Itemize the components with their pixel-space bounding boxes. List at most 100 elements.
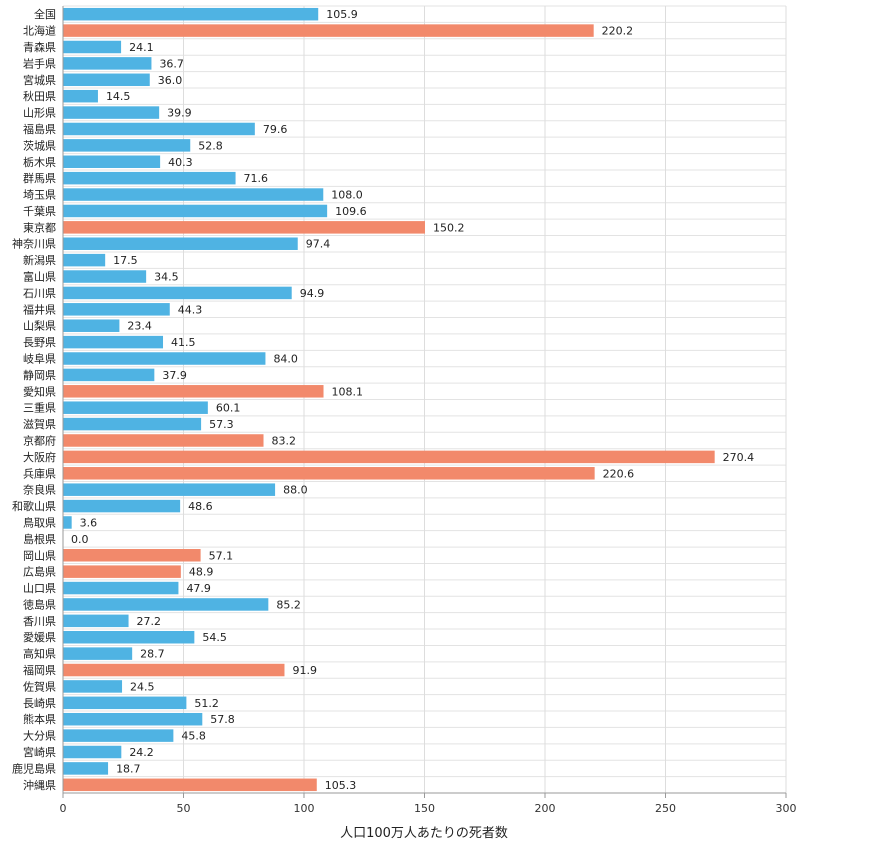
bar xyxy=(63,516,72,529)
grid-layer xyxy=(62,5,787,794)
bar xyxy=(63,221,425,234)
category-label: 三重県 xyxy=(23,401,56,415)
value-label: 0.0 xyxy=(71,533,89,546)
value-label: 41.5 xyxy=(171,336,196,349)
x-tick-label: 150 xyxy=(414,802,435,815)
bar xyxy=(63,696,187,710)
bar xyxy=(63,155,161,169)
value-label: 108.0 xyxy=(331,189,363,202)
category-label: 茨城県 xyxy=(23,138,56,152)
bar xyxy=(63,237,298,250)
category-label: 北海道 xyxy=(23,24,56,38)
bar xyxy=(63,286,292,300)
value-label: 220.6 xyxy=(603,467,635,480)
x-tick-label: 0 xyxy=(60,802,67,815)
value-label: 47.9 xyxy=(186,582,211,595)
category-label: 山口県 xyxy=(23,582,56,595)
value-label: 44.3 xyxy=(178,303,203,316)
bar xyxy=(63,352,266,365)
value-label: 37.9 xyxy=(162,369,187,382)
bar xyxy=(63,614,129,628)
value-label: 94.9 xyxy=(300,287,325,300)
value-label: 45.8 xyxy=(181,730,206,743)
bar xyxy=(63,253,106,267)
category-label: 全国 xyxy=(34,7,56,21)
category-label: 奈良県 xyxy=(23,483,56,497)
bar xyxy=(63,188,324,201)
value-label: 52.8 xyxy=(198,139,223,152)
bar xyxy=(63,434,264,447)
category-label: 群馬県 xyxy=(23,171,56,185)
bar xyxy=(63,729,174,742)
value-label: 57.1 xyxy=(209,549,234,562)
value-label: 24.5 xyxy=(130,680,155,693)
value-label: 84.0 xyxy=(273,353,298,366)
bar xyxy=(63,647,133,660)
value-label: 40.3 xyxy=(168,156,193,169)
category-label: 福岡県 xyxy=(23,663,56,677)
value-label: 108.1 xyxy=(332,385,364,398)
category-label: 福井県 xyxy=(23,302,56,316)
value-label: 14.5 xyxy=(106,90,131,103)
category-label: 新潟県 xyxy=(23,253,56,267)
value-label: 36.7 xyxy=(159,57,184,70)
value-label: 91.9 xyxy=(292,664,317,677)
category-label: 鹿児島県 xyxy=(12,761,56,775)
category-label: 熊本県 xyxy=(23,712,56,726)
bar xyxy=(63,106,160,119)
value-label: 88.0 xyxy=(283,484,308,497)
bar xyxy=(63,57,152,70)
value-label: 3.6 xyxy=(80,516,98,529)
bar xyxy=(63,565,181,578)
value-label: 105.3 xyxy=(325,779,357,792)
value-label: 57.8 xyxy=(210,713,235,726)
bar xyxy=(63,762,109,775)
value-label: 79.6 xyxy=(263,123,288,136)
bar xyxy=(63,745,122,759)
category-label: 愛媛県 xyxy=(23,630,56,644)
bar xyxy=(63,598,269,611)
value-label: 220.2 xyxy=(602,25,634,38)
bar xyxy=(63,335,164,349)
bar xyxy=(63,417,202,431)
bar xyxy=(63,89,98,103)
category-label: 山梨県 xyxy=(23,319,56,333)
bar xyxy=(63,139,191,152)
category-label: 静岡県 xyxy=(23,368,56,382)
x-tick-label: 300 xyxy=(776,802,797,815)
category-label: 大分県 xyxy=(23,729,56,743)
bar xyxy=(63,171,236,185)
value-label: 85.2 xyxy=(276,598,301,611)
x-tick-label: 100 xyxy=(294,802,315,815)
category-label: 長崎県 xyxy=(23,696,56,710)
category-label: 島根県 xyxy=(23,532,56,546)
value-label: 150.2 xyxy=(433,221,465,234)
category-label: 大阪府 xyxy=(23,450,56,464)
category-label: 香川県 xyxy=(23,615,56,628)
bar xyxy=(63,303,170,316)
bar xyxy=(63,7,319,21)
x-tick-label: 200 xyxy=(535,802,556,815)
axis-layer: 0 50 100 150 200 250 300 xyxy=(60,6,797,815)
category-label: 兵庫県 xyxy=(23,466,56,480)
category-label: 神奈川県 xyxy=(12,237,56,251)
value-label: 109.6 xyxy=(335,205,367,218)
category-label: 埼玉県 xyxy=(23,188,56,202)
bar xyxy=(63,549,201,562)
category-label: 山形県 xyxy=(23,107,56,120)
category-label: 岐阜県 xyxy=(23,353,56,366)
category-label: 高知県 xyxy=(23,647,56,661)
category-label: 富山県 xyxy=(23,270,56,284)
category-label: 宮城県 xyxy=(23,73,56,87)
value-label: 54.5 xyxy=(202,631,227,644)
bar xyxy=(63,270,147,283)
category-label: 宮崎県 xyxy=(23,745,56,759)
bar xyxy=(63,401,208,414)
category-label: 沖縄県 xyxy=(23,778,56,792)
value-label: 270.4 xyxy=(723,451,755,464)
value-label: 36.0 xyxy=(158,74,183,87)
bar xyxy=(63,581,179,595)
value-label: 83.2 xyxy=(272,434,297,447)
category-label: 長野県 xyxy=(23,336,56,349)
bar-layer xyxy=(63,7,715,792)
